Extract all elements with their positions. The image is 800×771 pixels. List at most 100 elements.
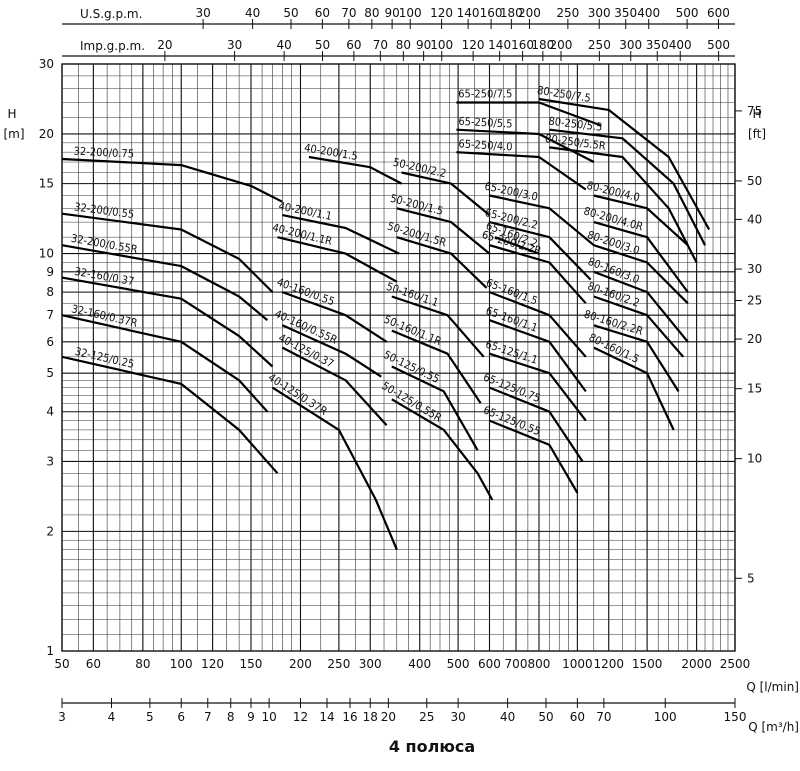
top-axis-usgpm-tick-label: 50 [283,6,298,20]
m3h-tick-label: 30 [450,710,465,724]
y-tick-label: 20 [39,127,54,141]
curve-65-125/0.75 [489,386,584,463]
top-axis-impgpm-tick-label: 250 [588,38,611,52]
curve-label: 32-200/0.75 [73,145,134,161]
curve-65-160/1.1 [489,319,587,393]
y-right-tick-label: 5 [747,571,755,585]
y-right-tick-label: 40 [747,212,762,226]
curve-label: 80-250/7.5 [536,84,591,105]
m3h-tick-label: 25 [419,710,434,724]
m3h-tick-label: 70 [596,710,611,724]
curve-80-160/2.2 [593,295,685,358]
m3h-tick-label: 4 [108,710,116,724]
y-axis-unit: [m] [3,127,24,141]
curve-65-160/1.5 [489,291,587,358]
top-axis-impgpm-tick-label: 60 [346,38,361,52]
curve-50-160/1.1R [391,329,482,404]
top-axis-impgpm-tick-label: 40 [276,38,291,52]
top-axis-usgpm-tick-label: 30 [195,6,210,20]
top-axis-impgpm-tick-label: 160 [511,38,534,52]
top-axis-usgpm-tick-label: 100 [399,6,422,20]
curve-80-160/2.2R [593,324,680,392]
x-tick-label: 60 [86,657,101,671]
curve-32-200/0.55 [61,212,274,293]
x-tick-label: 300 [359,657,382,671]
m3h-tick-label: 12 [293,710,308,724]
y-tick-label: 7 [46,308,54,322]
x-tick-label: 80 [135,657,150,671]
top-axis-impgpm-tick-label: 50 [315,38,330,52]
curve-50-200/1.5 [396,207,491,255]
curve-80-200/3.0 [593,244,689,305]
m3h-tick-label: 5 [146,710,154,724]
curve-65-125/1.1 [489,352,587,422]
y-tick-label: 8 [46,285,54,299]
top-axis-impgpm-tick-label: 20 [157,38,172,52]
x-tick-label: 400 [408,657,431,671]
curve-label: 65-250/5.5 [458,115,513,131]
top-axis-usgpm-tick-label: 40 [245,6,260,20]
curve-80-250/7.5 [538,97,711,231]
y-tick-label: 5 [46,366,54,380]
x-tick-label: 700 [505,657,528,671]
top-axis-usgpm-tick-label: 500 [676,6,699,20]
m3h-tick-label: 150 [724,710,747,724]
top-axis-impgpm-tick-label: 120 [462,38,485,52]
x-tick-label: 120 [201,657,224,671]
curve-label: 50-160/1.1 [385,280,440,310]
top-axis-usgpm-tick-label: 200 [518,6,541,20]
m3h-tick-label: 20 [381,710,396,724]
grid [61,63,736,652]
curve-32-125/0.25 [61,355,279,475]
curve-65-250/4.0 [456,151,587,191]
top-axis-usgpm-label: U.S.g.p.m. [80,7,142,21]
x-tick-label: 2500 [720,657,751,671]
x-tick-label: 1500 [632,657,663,671]
top-axis-usgpm-tick-label: 600 [707,6,730,20]
curve-65-200/3.0 [489,194,595,247]
chart-title: 4 полюса [389,737,475,756]
curve-32-200/0.75 [61,157,283,203]
curve-65-250/5.5 [456,128,595,163]
m3h-tick-label: 40 [500,710,515,724]
x-tick-label: 500 [447,657,470,671]
x-tick-label: 1200 [593,657,624,671]
y-right-tick-label: 50 [747,174,762,188]
y-right-axis-unit: [ft] [748,127,766,141]
curve-80-200/4.0 [593,194,689,247]
top-axis-usgpm-tick-label: 120 [430,6,453,20]
y-right-tick-label: 25 [747,294,762,308]
y-tick-label: 2 [46,524,54,538]
curve-label: 40-125/0.37R [266,371,330,418]
top-axis-impgpm-tick-label: 500 [707,38,730,52]
curve-50-200/1.5R [396,236,488,289]
top-axis-usgpm-tick-label: 140 [457,6,480,20]
x-tick-label: 1000 [562,657,593,671]
m3h-tick-label: 6 [177,710,185,724]
curve-65-250/7.5 [456,101,602,127]
curve-80-160/3.0 [593,270,689,343]
y-right-tick-label: 75 [747,104,762,118]
y-axis-label: H [7,107,16,121]
x-tick-label: 800 [528,657,551,671]
top-axis-impgpm-tick-label: 140 [488,38,511,52]
curve-40-125/0.37 [281,346,388,426]
top-axis-impgpm-tick-label: 80 [396,38,411,52]
curve-40-200/1.1 [282,214,400,255]
m3h-tick-label: 50 [538,710,553,724]
curve-50-160/1.1 [391,295,485,358]
curve-label: 50-160/1.1R [382,313,443,348]
m3h-tick-label: 60 [570,710,585,724]
y-right-tick-label: 15 [747,382,762,396]
curve-label: 65-250/4.0 [458,137,513,153]
curve-40-200/1.5 [308,155,403,185]
top-axis-impgpm-tick-label: 30 [227,38,242,52]
bottom-axis-m3h-label: Q [m³/h] [748,720,799,734]
y-right-tick-label: 20 [747,332,762,346]
top-axis-usgpm-tick-label: 300 [588,6,611,20]
curve-40-125/0.37R [271,386,398,551]
axes: 50 60 80 100 120 150 200 250 300 400 500 600 700 800 1… [3,6,799,734]
curve-32-200/0.55R [61,244,269,322]
curve-50-125/0.55R [391,398,494,501]
